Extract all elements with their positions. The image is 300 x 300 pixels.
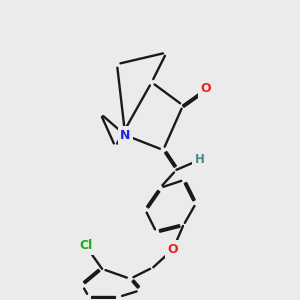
Text: O: O xyxy=(168,243,178,256)
Text: Cl: Cl xyxy=(79,239,92,252)
Text: H: H xyxy=(195,153,205,167)
Text: O: O xyxy=(201,82,212,95)
Text: N: N xyxy=(120,129,130,142)
